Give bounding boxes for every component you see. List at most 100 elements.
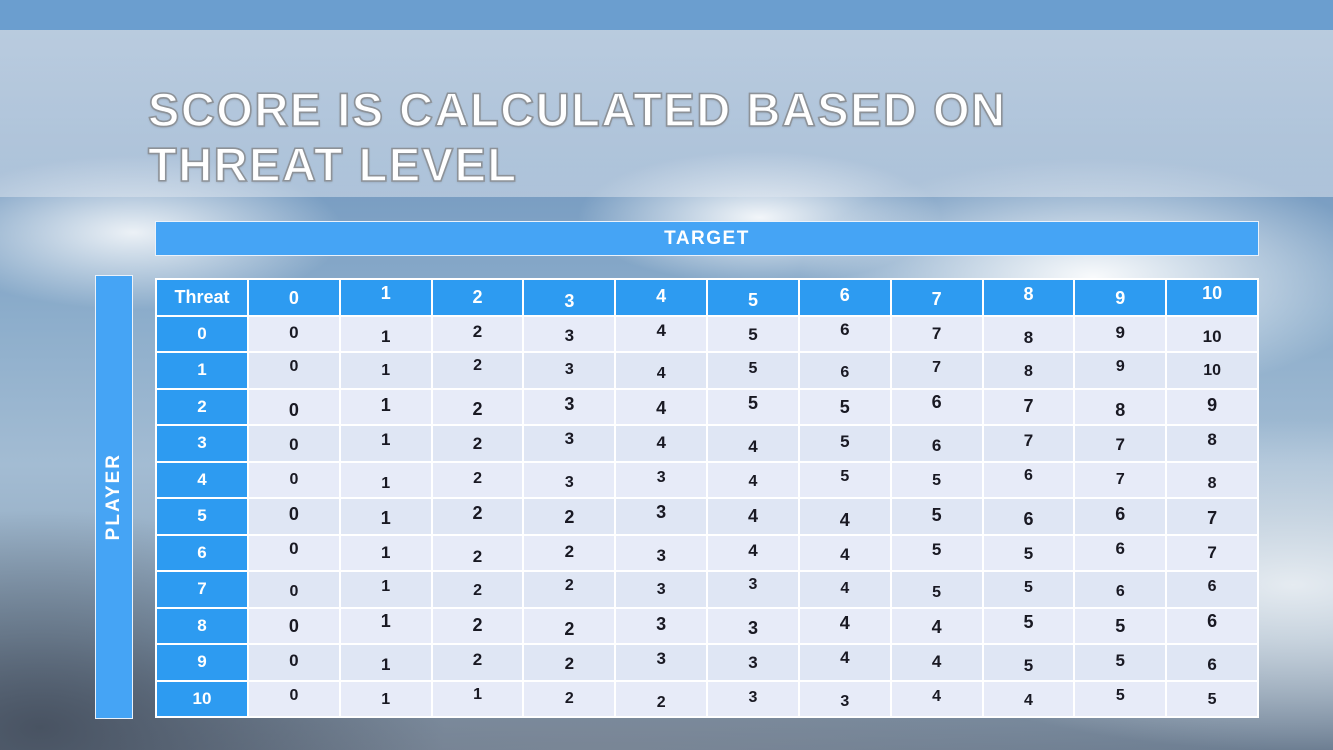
- score-cell: 4: [708, 462, 798, 497]
- row-header-cell: 4: [157, 462, 247, 497]
- score-cell: 5: [983, 535, 1074, 570]
- score-cell: 0: [249, 572, 339, 607]
- score-cell: 7: [1075, 462, 1166, 497]
- score-cell: 6: [799, 353, 890, 388]
- score-cell: 5: [799, 462, 890, 497]
- score-cell: 9: [1075, 353, 1166, 388]
- score-cell: 3: [708, 681, 798, 716]
- score-cell: 2: [432, 462, 523, 497]
- score-cell: 7: [891, 353, 982, 388]
- score-cell: 5: [891, 462, 982, 497]
- score-cell: 2: [432, 608, 523, 643]
- score-cell: 3: [799, 681, 890, 716]
- score-cell: 4: [616, 353, 707, 388]
- score-cell: 6: [891, 389, 982, 424]
- score-cell: 2: [524, 608, 615, 643]
- score-cell: 3: [524, 462, 615, 497]
- score-cell: 3: [708, 572, 798, 607]
- col-header-cell: 6: [799, 280, 890, 315]
- score-cell: 6: [1075, 572, 1166, 607]
- row-header-cell: 6: [157, 535, 247, 570]
- score-cell: 4: [616, 426, 707, 461]
- score-cell: 2: [432, 499, 523, 534]
- score-cell: 5: [708, 316, 798, 351]
- player-axis-label: PLAYER: [103, 453, 124, 541]
- score-cell: 5: [1075, 608, 1166, 643]
- score-cell: 1: [340, 389, 431, 424]
- score-cell: 4: [891, 681, 982, 716]
- score-cell: 3: [524, 426, 615, 461]
- score-cell: 8: [1167, 426, 1257, 461]
- score-cell: 2: [432, 645, 523, 680]
- score-cell: 5: [983, 572, 1074, 607]
- score-cell: 1: [432, 681, 523, 716]
- slide-title-line1: SCORE IS CALCULATED BASED ON: [147, 82, 1007, 137]
- score-cell: 3: [616, 645, 707, 680]
- score-cell: 1: [340, 535, 431, 570]
- score-cell: 4: [891, 645, 982, 680]
- score-cell: 6: [799, 316, 890, 351]
- score-cell: 8: [1075, 389, 1166, 424]
- score-cell: 3: [708, 608, 798, 643]
- score-cell: 0: [249, 426, 339, 461]
- score-cell: 3: [616, 572, 707, 607]
- score-cell: 2: [432, 572, 523, 607]
- slide-title: SCORE IS CALCULATED BASED ON THREAT LEVE…: [147, 82, 1007, 193]
- row-header-cell: 2: [157, 389, 247, 424]
- score-cell: 0: [249, 353, 339, 388]
- score-cell: 7: [1167, 499, 1257, 534]
- score-cell: 8: [983, 316, 1074, 351]
- row-header-cell: 8: [157, 608, 247, 643]
- col-header-cell: 2: [432, 280, 523, 315]
- score-cell: 1: [340, 681, 431, 716]
- score-cell: 9: [1075, 316, 1166, 351]
- score-cell: 0: [249, 645, 339, 680]
- score-cell: 5: [708, 389, 798, 424]
- score-cell: 3: [616, 535, 707, 570]
- player-axis-bar: PLAYER: [95, 275, 133, 719]
- score-cell: 2: [432, 353, 523, 388]
- score-cell: 1: [340, 316, 431, 351]
- score-cell: 4: [799, 645, 890, 680]
- col-header-cell: 10: [1167, 280, 1257, 315]
- score-cell: 2: [432, 316, 523, 351]
- row-header-cell: 1: [157, 353, 247, 388]
- score-cell: 6: [1167, 572, 1257, 607]
- score-cell: 4: [799, 608, 890, 643]
- score-cell: 0: [249, 316, 339, 351]
- col-header-cell: 5: [708, 280, 798, 315]
- score-cell: 2: [616, 681, 707, 716]
- score-cell: 6: [1167, 645, 1257, 680]
- top-accent-bar: [0, 0, 1333, 30]
- score-cell: 3: [616, 608, 707, 643]
- col-header-cell: 3: [524, 280, 615, 315]
- score-cell: 5: [1075, 681, 1166, 716]
- score-cell: 7: [1075, 426, 1166, 461]
- score-cell: 2: [524, 681, 615, 716]
- score-cell: 9: [1167, 389, 1257, 424]
- score-cell: 3: [524, 316, 615, 351]
- slide-title-line2: THREAT LEVEL: [147, 138, 518, 193]
- score-cell: 0: [249, 389, 339, 424]
- score-cell: 8: [983, 353, 1074, 388]
- score-cell: 0: [249, 499, 339, 534]
- row-header-cell: 9: [157, 645, 247, 680]
- score-cell: 6: [1075, 499, 1166, 534]
- score-cell: 6: [983, 462, 1074, 497]
- col-header-cell: 4: [616, 280, 707, 315]
- score-cell: 4: [983, 681, 1074, 716]
- row-header-cell: 7: [157, 572, 247, 607]
- score-cell: 2: [524, 645, 615, 680]
- score-cell: 1: [340, 645, 431, 680]
- score-cell: 7: [1167, 535, 1257, 570]
- score-cell: 8: [1167, 462, 1257, 497]
- score-cell: 3: [524, 353, 615, 388]
- target-axis-label: TARGET: [155, 221, 1259, 256]
- col-header-cell: 0: [249, 280, 339, 315]
- col-header-cell: 1: [340, 280, 431, 315]
- score-cell: 2: [432, 389, 523, 424]
- score-cell: 1: [340, 608, 431, 643]
- score-cell: 1: [340, 572, 431, 607]
- score-cell: 6: [891, 426, 982, 461]
- score-cell: 5: [799, 389, 890, 424]
